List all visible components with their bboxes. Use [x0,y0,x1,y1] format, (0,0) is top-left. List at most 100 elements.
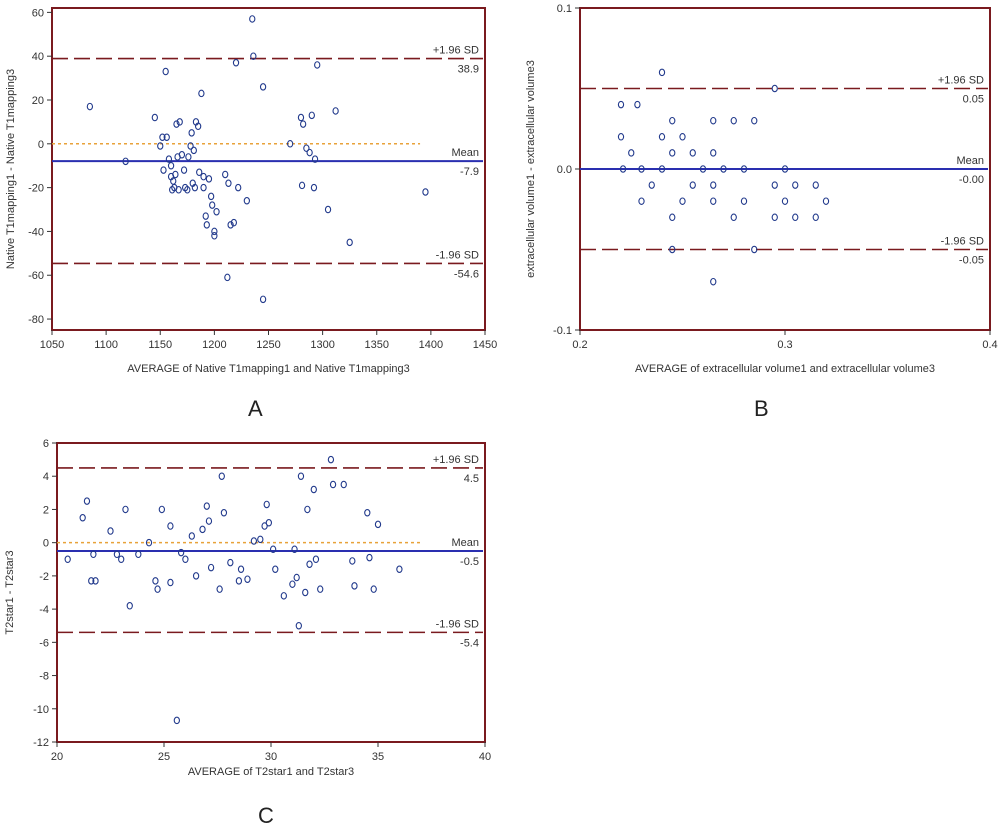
x-tick-label: 35 [372,751,384,763]
data-point [286,140,294,148]
data-point [232,59,240,67]
panel-b-letter: B [754,396,769,421]
upper-loa-value: 38.9 [458,64,479,76]
data-point [250,537,258,545]
data-point [216,585,223,593]
y-axis-label: extracellular volume1 - extracellular vo… [525,60,537,278]
y-axis-label: T2star1 - T2star3 [4,550,16,634]
data-point [781,197,789,205]
data-point [259,83,267,91]
y-tick-label: -20 [28,183,44,195]
data-point [628,149,635,157]
data-point [187,142,194,150]
data-point [312,555,320,564]
data-point [227,558,234,567]
data-point [192,572,200,580]
data-point [188,129,195,137]
data-point [224,273,231,282]
data-point [740,197,748,205]
y-tick-label: 0 [38,139,44,151]
data-point [263,500,270,509]
data-point [249,15,256,23]
lower-loa-value: -0.05 [959,255,984,267]
data-point [340,480,347,489]
data-point [710,197,717,205]
data-point [658,165,666,173]
panel-b-chart: 0.2 0.3 0.4 0.1 0.0 -0.1 AVERAGE of extracellu… [525,3,998,375]
x-tick-label: 1100 [94,339,118,351]
data-point [160,166,167,174]
data-point [311,155,319,163]
data-point [184,186,191,194]
data-point [199,525,206,534]
data-point [302,588,309,597]
upper-loa-value: 0.05 [963,94,984,106]
data-point [200,183,207,192]
data-point [175,186,182,194]
data-point [314,61,321,69]
data-point [679,133,686,141]
data-point [165,155,173,163]
data-point [366,553,373,562]
x-tick-label: 1200 [202,339,226,351]
data-point [90,550,97,559]
x-tick-label: 1350 [365,339,389,351]
data-point [167,578,174,587]
data-point [792,213,799,222]
data-point [669,213,676,222]
y-tick-label: 0 [43,538,49,550]
y-axis-label: Native T1mapping1 - Native T1mapping3 [5,69,17,269]
data-point [235,577,243,585]
data-point [237,565,245,573]
panel-a-letter: A [248,396,263,421]
data-point [126,602,133,610]
data-point [812,181,819,189]
data-point [190,146,197,155]
data-point [173,716,180,725]
data-point [679,197,686,205]
upper-loa-value: 4.5 [464,473,479,485]
data-point [213,207,220,216]
data-point [317,585,324,593]
data-point [422,188,429,196]
data-point [113,550,121,559]
x-axis-label: AVERAGE of extracellular volume1 and ext… [635,363,935,375]
x-tick-label: 40 [479,751,491,763]
data-point [812,213,819,222]
data-point [265,518,273,527]
mean-label: Mean [451,537,479,549]
data-point [689,149,696,157]
data-point [332,107,339,115]
data-point [269,545,277,554]
data-point [257,535,264,544]
data-point [86,102,94,111]
y-tick-label: -8 [39,671,49,683]
data-point [79,513,86,522]
data-point [730,213,737,222]
data-point [751,245,758,254]
data-point [771,181,778,189]
y-tick-label: -4 [39,604,49,616]
data-point [638,197,645,205]
x-tick-label: 0.3 [777,339,792,351]
y-tick-label: -80 [28,314,44,326]
x-axis-label: AVERAGE of Native T1mapping1 and Native … [127,363,410,375]
data-point [188,532,195,540]
x-tick-label: 1250 [256,339,280,351]
y-tick-label: 40 [32,51,44,63]
y-tick-label: -12 [33,737,49,749]
data-point [88,577,95,585]
data-point [151,113,158,122]
plot-frame [51,7,486,331]
x-tick-label: 0.2 [572,339,587,351]
data-point [306,148,313,157]
x-tick-label: 20 [51,751,63,763]
data-point [370,585,377,593]
data-point [710,181,717,189]
data-point [167,161,175,170]
data-point [669,245,676,254]
data-point [135,550,142,559]
data-point [235,183,242,192]
data-point [349,557,356,565]
